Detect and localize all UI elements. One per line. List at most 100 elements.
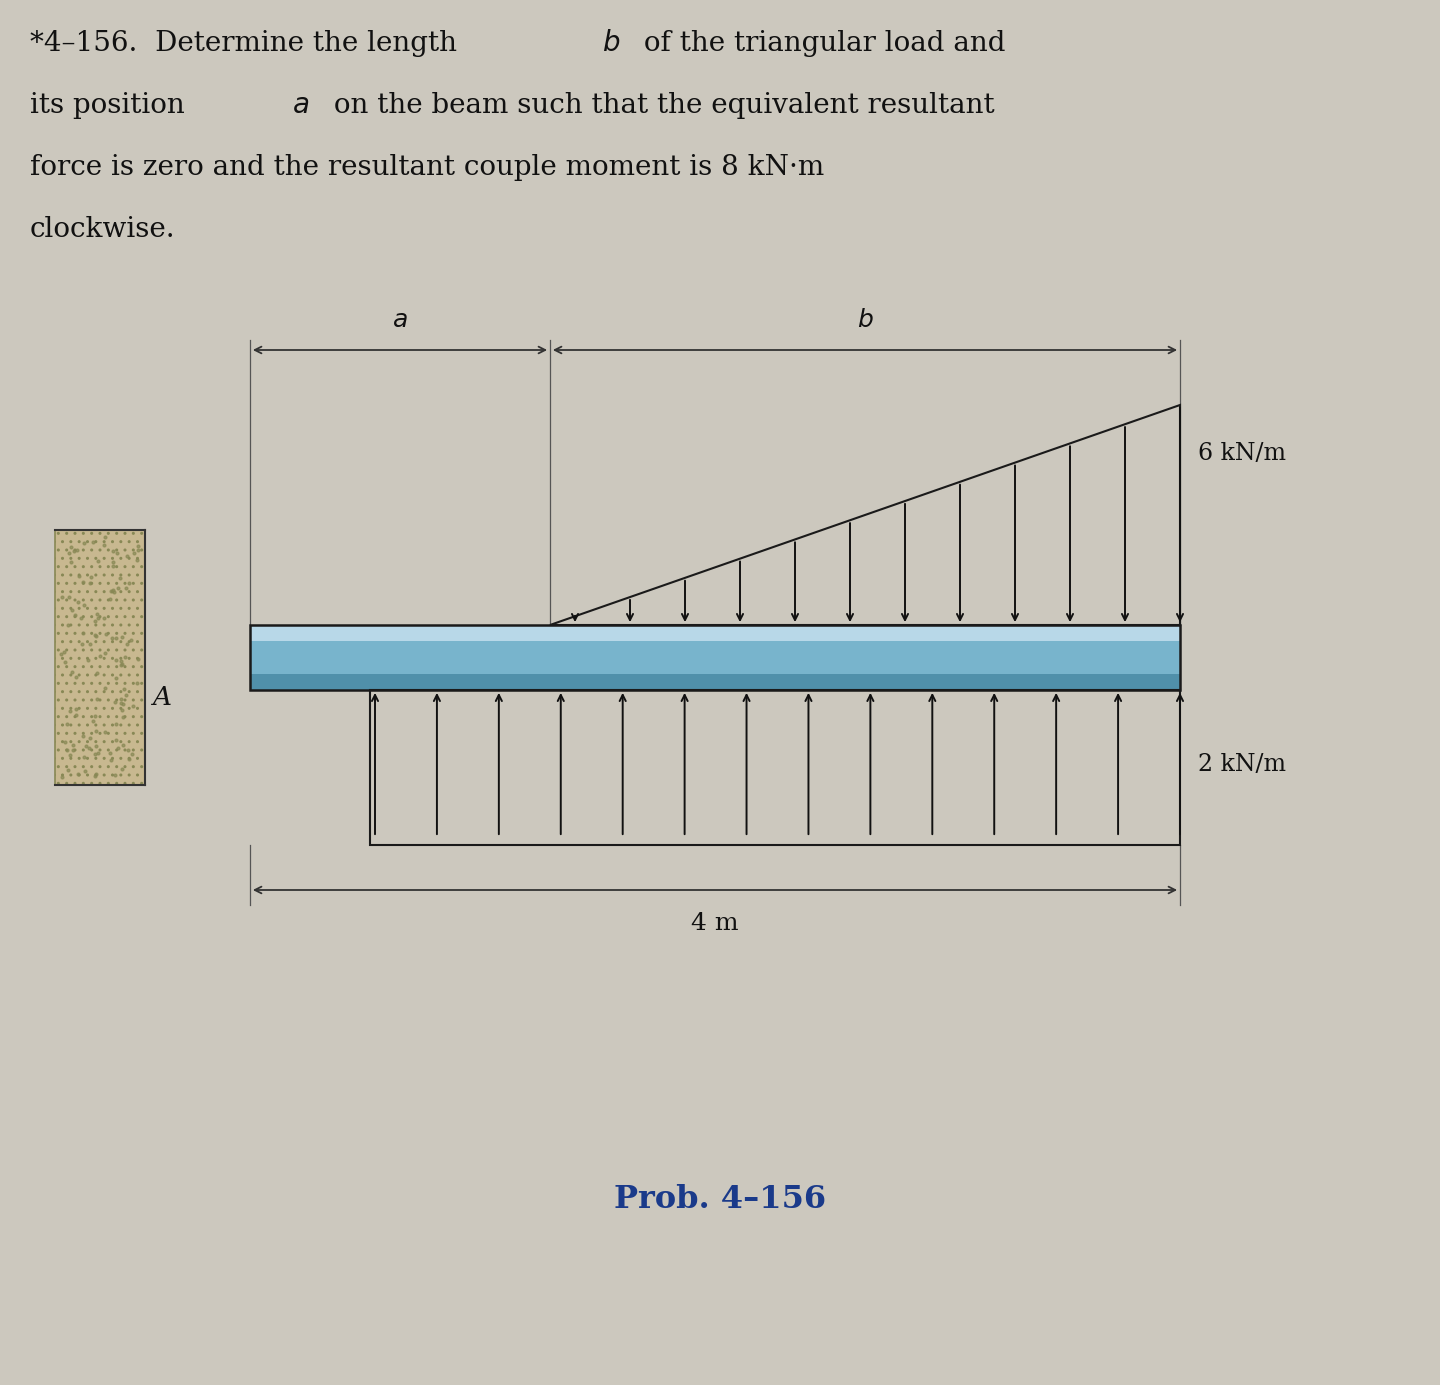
Point [66, 539, 89, 561]
Point [101, 554, 124, 576]
Point [65, 666, 88, 688]
Point [111, 734, 134, 756]
Point [66, 591, 89, 614]
Point [102, 551, 125, 573]
Text: *4–156.  Determine the length: *4–156. Determine the length [30, 30, 467, 57]
Text: 6 kN/m: 6 kN/m [1198, 442, 1286, 465]
Point [56, 614, 79, 636]
Text: of the triangular load and: of the triangular load and [635, 30, 1005, 57]
Point [59, 744, 82, 766]
Point [104, 691, 127, 713]
Point [94, 526, 117, 548]
Point [109, 691, 132, 713]
Point [104, 626, 127, 648]
Bar [251, 641, 1179, 673]
Point [86, 688, 109, 711]
Point [53, 731, 76, 753]
Point [58, 586, 81, 608]
Point [99, 626, 122, 648]
Point [102, 540, 125, 562]
Bar [251, 673, 1179, 690]
Point [95, 623, 118, 645]
Point [115, 544, 138, 566]
Point [50, 766, 73, 788]
Text: $a$: $a$ [292, 91, 310, 119]
Point [73, 532, 96, 554]
Point [78, 633, 101, 655]
Bar [55, 530, 145, 785]
Point [105, 729, 128, 751]
Point [65, 698, 88, 720]
Text: Prob. 4–156: Prob. 4–156 [613, 1184, 827, 1216]
Bar [370, 690, 1179, 845]
Text: 2 kN/m: 2 kN/m [1198, 753, 1286, 776]
Bar [251, 625, 1179, 641]
Point [68, 565, 91, 587]
Point [94, 641, 117, 663]
Point [60, 662, 84, 684]
Point [117, 738, 140, 760]
Point [75, 734, 98, 756]
Point [85, 734, 108, 756]
Point [78, 737, 101, 759]
Point [111, 626, 134, 648]
Text: $a$: $a$ [392, 309, 408, 332]
Point [120, 629, 143, 651]
Point [86, 550, 109, 572]
Point [59, 550, 82, 572]
Point [111, 692, 134, 715]
Text: $b$: $b$ [857, 309, 873, 332]
Point [111, 706, 134, 729]
Point [125, 672, 148, 694]
Point [105, 543, 128, 565]
Point [50, 586, 73, 608]
Point [72, 622, 95, 644]
Text: its position: its position [30, 91, 193, 119]
Point [85, 763, 108, 785]
Point [62, 734, 85, 756]
Point [81, 530, 104, 553]
Point [107, 576, 130, 598]
Point [109, 654, 132, 676]
Point [105, 712, 128, 734]
Point [84, 609, 107, 632]
Point [73, 760, 96, 783]
Point [84, 720, 107, 742]
Text: clockwise.: clockwise. [30, 216, 176, 242]
Point [105, 650, 128, 672]
Point [115, 633, 138, 655]
Point [71, 633, 94, 655]
Point [99, 749, 122, 771]
Point [127, 539, 150, 561]
Point [104, 668, 127, 690]
Point [115, 578, 138, 600]
Text: on the beam such that the equivalent resultant: on the beam such that the equivalent res… [325, 91, 995, 119]
Point [112, 679, 135, 701]
Point [121, 695, 144, 717]
Point [84, 625, 107, 647]
Point [114, 684, 137, 706]
Point [81, 711, 104, 733]
Point [114, 647, 137, 669]
Point [63, 704, 86, 726]
Point [62, 540, 85, 562]
Point [56, 759, 79, 781]
Point [66, 763, 89, 785]
Point [84, 742, 107, 765]
Point [117, 748, 140, 770]
Point [86, 742, 109, 765]
Point [49, 643, 72, 665]
Point [59, 699, 82, 722]
Text: 4 m: 4 m [691, 911, 739, 935]
Point [78, 727, 101, 749]
Point [86, 608, 109, 630]
Point [71, 724, 94, 747]
Point [122, 543, 145, 565]
Point [79, 565, 102, 587]
Point [94, 677, 117, 699]
Point [72, 594, 95, 616]
Point [92, 607, 115, 629]
Point [60, 598, 84, 620]
Point [56, 713, 79, 735]
Point [102, 580, 125, 602]
